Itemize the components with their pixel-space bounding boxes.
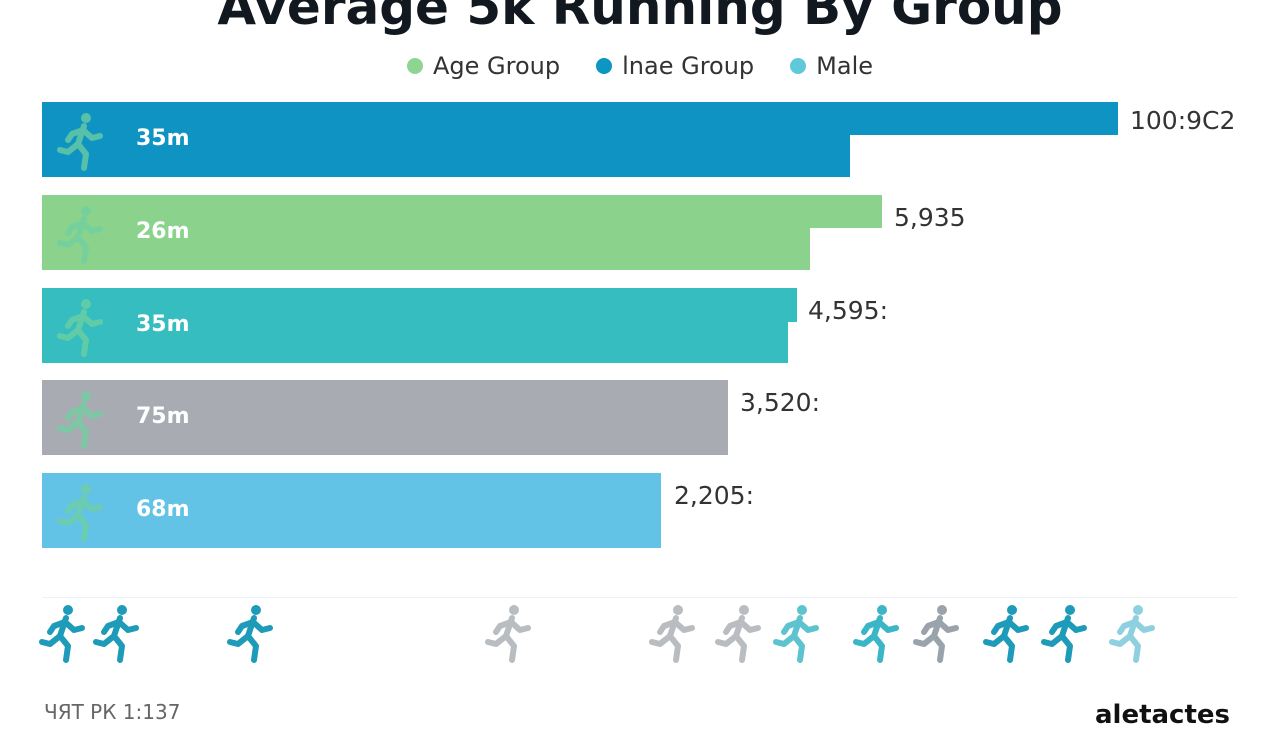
bar-segment — [42, 195, 882, 228]
bar-value-label: 3,520: — [740, 388, 820, 417]
runner-icon — [38, 602, 88, 668]
runner-icon — [1040, 602, 1090, 668]
legend-swatch — [406, 58, 423, 74]
bar-value-label: 100:9C2 — [1130, 106, 1236, 135]
runner-icon — [56, 203, 106, 269]
bar-segment — [42, 322, 788, 363]
bar-segment — [42, 288, 797, 322]
runner-icon — [56, 110, 106, 176]
runner-icon — [484, 602, 534, 668]
bar-inner-label: 26m — [136, 219, 190, 244]
legend-item: Age Group — [406, 52, 561, 80]
chart-title: Average 5k Running By Group — [217, 0, 1063, 36]
bar-inner-label: 68m — [136, 497, 190, 522]
runner-icon — [226, 602, 276, 668]
brand-logo: aletactes — [1094, 700, 1230, 730]
divider — [42, 597, 1238, 598]
bar-segment — [42, 473, 661, 548]
bar-inner-label: 35m — [136, 312, 190, 337]
legend-item: lnae Group — [596, 52, 754, 80]
legend-swatch — [790, 58, 807, 74]
runner-icon — [852, 602, 902, 668]
bar-inner-label: 35m — [136, 126, 190, 151]
bar-value-label: 4,595: — [808, 296, 888, 325]
bar-segment — [42, 228, 810, 270]
legend: Age Group lnae Group Male — [0, 52, 1280, 80]
legend-label: Male — [816, 52, 874, 80]
footer-note: ЧЯТ РК 1:137 — [44, 700, 181, 724]
runner-icon — [648, 602, 698, 668]
bar-inner-label: 75m — [136, 404, 190, 429]
legend-label: lnae Group — [622, 52, 755, 80]
runner-icon — [56, 296, 106, 362]
bar-value-label: 2,205: — [674, 481, 754, 510]
legend-label: Age Group — [432, 52, 561, 80]
runner-icon — [982, 602, 1032, 668]
runner-icon — [92, 602, 142, 668]
bar-value-label: 5,935 — [894, 203, 966, 232]
runner-icon — [772, 602, 822, 668]
runner-icon — [1108, 602, 1158, 668]
runner-icon — [714, 602, 764, 668]
bar-segment — [42, 102, 1118, 135]
runner-icon — [56, 481, 106, 547]
bar-segment — [42, 380, 728, 455]
bar-segment — [42, 135, 850, 177]
legend-item: Male — [790, 52, 873, 80]
legend-swatch — [596, 58, 613, 74]
runner-icon — [912, 602, 962, 668]
runner-icon — [56, 388, 106, 454]
